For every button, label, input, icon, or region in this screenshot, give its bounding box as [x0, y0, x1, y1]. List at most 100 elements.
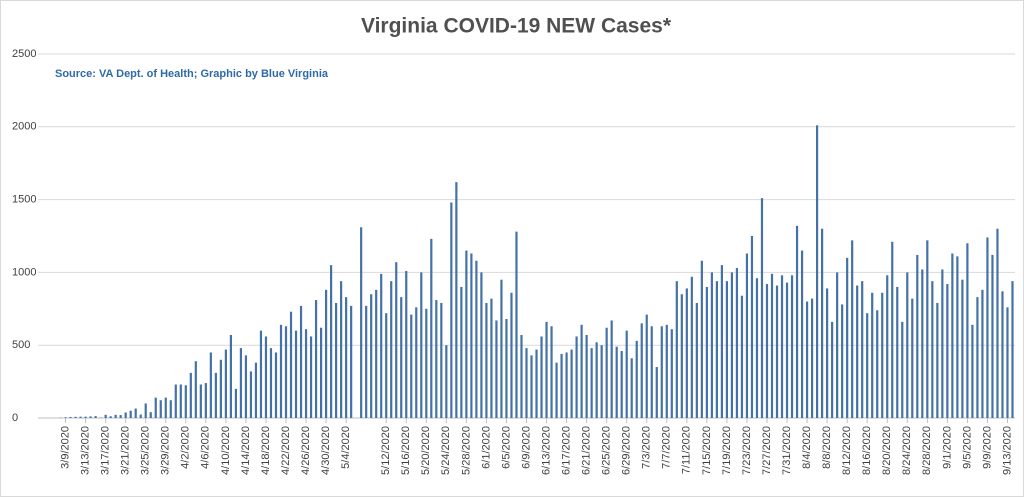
bar: [760, 198, 764, 418]
x-tick-label: 9/13/2020: [1001, 426, 1013, 475]
x-tick-label: 9/9/2020: [981, 426, 993, 469]
bar: [179, 384, 182, 418]
bar: [109, 416, 112, 418]
x-tick-label: 6/13/2020: [540, 426, 552, 475]
bar: [370, 294, 373, 418]
bar: [810, 298, 814, 418]
x-tick-label: 6/29/2020: [621, 426, 633, 475]
bar: [675, 281, 678, 418]
x-tick-label: 8/28/2020: [921, 426, 933, 475]
bar: [695, 302, 698, 418]
bar: [585, 335, 588, 418]
bar: [991, 254, 994, 418]
bar: [730, 272, 734, 418]
bar: [430, 238, 433, 418]
bar: [720, 265, 724, 418]
bar: [485, 302, 488, 418]
bar: [595, 342, 598, 418]
bar: [580, 324, 583, 418]
bar: [800, 250, 804, 418]
bar: [460, 286, 463, 418]
bar: [79, 416, 82, 418]
bar: [199, 384, 202, 418]
bar: [981, 289, 984, 418]
bar: [735, 268, 739, 418]
bar: [570, 349, 573, 418]
bar: [740, 295, 744, 418]
bar: [314, 300, 318, 418]
bar: [159, 400, 162, 418]
bar: [780, 275, 784, 418]
x-tick-label: 4/30/2020: [320, 426, 332, 475]
bar: [114, 414, 117, 418]
bar: [821, 228, 824, 418]
bar: [239, 348, 243, 418]
bar: [104, 414, 107, 418]
bar: [345, 297, 348, 418]
bar: [951, 253, 954, 418]
bar: [986, 237, 989, 418]
bar: [831, 321, 834, 418]
bar: [620, 351, 623, 418]
bar: [284, 326, 288, 418]
bar: [680, 294, 683, 418]
bar: [745, 253, 749, 418]
bar: [775, 285, 779, 418]
bar: [1011, 281, 1014, 418]
x-tick-label: 3/29/2020: [160, 426, 172, 475]
bar: [886, 275, 889, 418]
bar: [124, 412, 127, 418]
bar: [365, 305, 368, 418]
x-tick-label: 8/16/2020: [861, 426, 873, 475]
bar: [184, 385, 187, 418]
x-tick-label: 8/8/2020: [821, 426, 833, 469]
x-tick-label: 3/17/2020: [100, 426, 112, 475]
x-tick-label: 5/28/2020: [460, 426, 472, 475]
bar: [164, 397, 167, 418]
bar: [219, 359, 222, 418]
bar: [931, 281, 934, 418]
bar: [64, 417, 67, 418]
bar: [645, 314, 648, 418]
bar: [861, 281, 864, 418]
bar: [505, 318, 508, 418]
x-tick-label: 7/27/2020: [761, 426, 773, 475]
bar: [94, 416, 97, 418]
bar: [575, 336, 578, 418]
x-tick-label: 6/9/2020: [520, 426, 532, 469]
bar: [881, 292, 884, 418]
x-tick-label: 3/13/2020: [80, 426, 92, 475]
bar: [475, 260, 478, 418]
bar: [440, 302, 443, 418]
bar: [946, 284, 949, 418]
bar: [805, 301, 809, 418]
y-tick-label: 2000: [12, 121, 36, 133]
bar: [525, 348, 528, 418]
bar: [415, 307, 418, 418]
x-tick-label: 6/21/2020: [581, 426, 593, 475]
bar: [715, 281, 718, 418]
bar: [289, 311, 293, 418]
x-tick-label: 9/1/2020: [941, 426, 953, 469]
bar: [304, 329, 308, 418]
bar: [500, 279, 503, 418]
bar: [971, 324, 974, 418]
bar: [891, 241, 894, 418]
bar: [871, 292, 874, 418]
x-tick-label: 5/4/2020: [340, 426, 352, 469]
bar: [465, 250, 468, 418]
bar: [650, 326, 653, 418]
bar: [600, 345, 603, 418]
bar: [770, 273, 774, 418]
x-tick-label: 4/6/2020: [200, 426, 212, 469]
bar: [755, 278, 759, 418]
bar: [335, 302, 338, 418]
bar: [89, 416, 92, 418]
bar: [169, 400, 172, 418]
bar: [750, 236, 754, 418]
bar: [455, 182, 458, 418]
bar: [69, 416, 72, 418]
x-tick-label: 5/12/2020: [380, 426, 392, 475]
bar: [510, 292, 513, 418]
x-tick-label: 5/24/2020: [440, 426, 452, 475]
